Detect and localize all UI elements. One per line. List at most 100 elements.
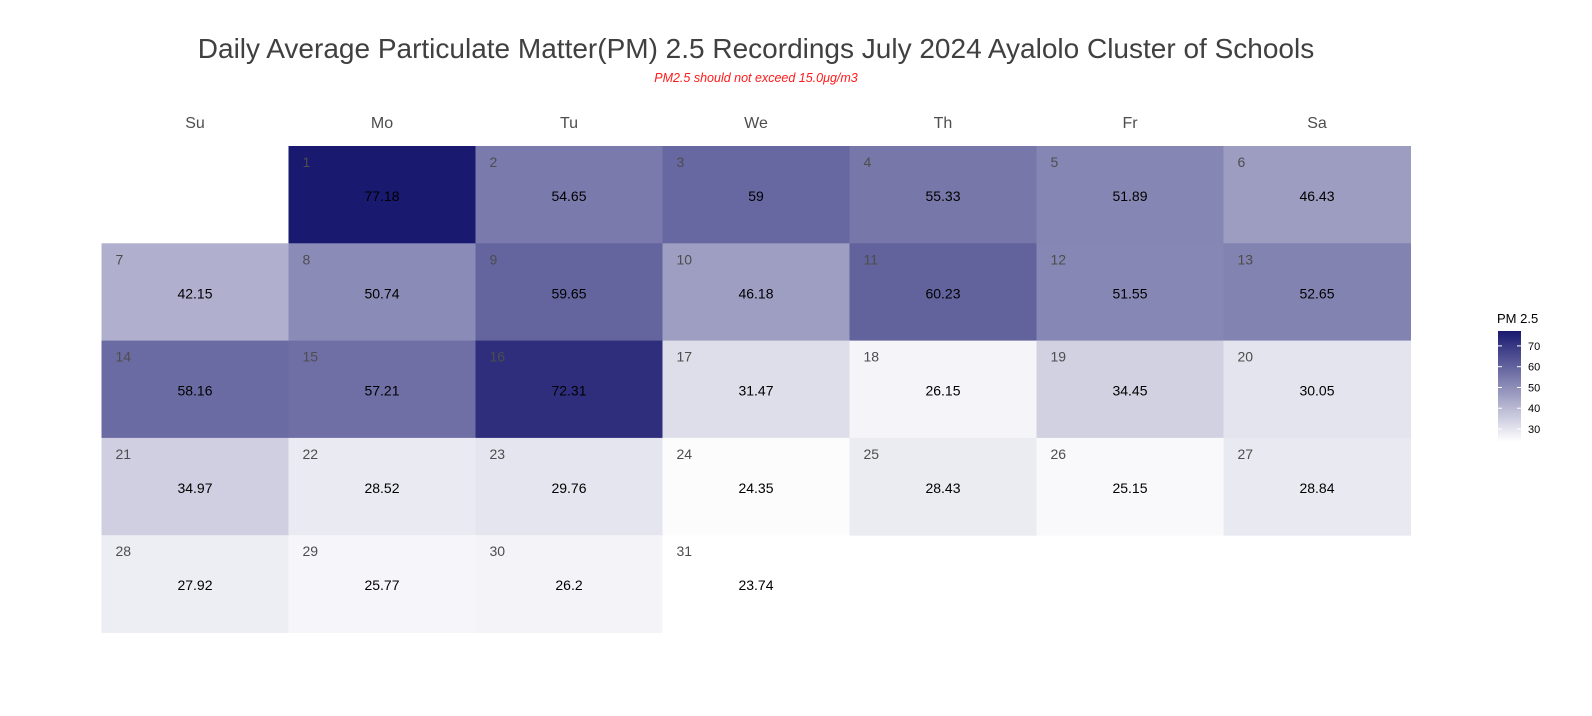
day-cell: 17 31.47 (662, 340, 850, 439)
day-cell-fill (849, 243, 1037, 342)
day-cell-fill (288, 146, 476, 244)
day-cell-fill (1036, 243, 1224, 342)
day-number: 23 (490, 446, 506, 462)
day-value-label: 77.18 (364, 188, 399, 204)
legend-tick-label: 40 (1528, 403, 1540, 415)
day-value-label: 51.89 (1112, 188, 1147, 204)
day-number: 13 (1238, 251, 1254, 267)
day-number: 12 (1051, 251, 1067, 267)
day-cell-fill (101, 437, 289, 536)
day-cell-fill (475, 243, 663, 342)
day-cell-fill (288, 437, 476, 536)
day-value-label: 46.43 (1299, 188, 1334, 204)
day-cell-fill (849, 437, 1037, 536)
day-cell: 23 29.76 (475, 437, 663, 536)
day-cell-fill (475, 437, 663, 536)
legend-title: PM 2.5 (1497, 311, 1538, 326)
day-cell-fill (288, 243, 476, 342)
day-cell-fill (101, 243, 289, 342)
legend-tick-label: 70 (1528, 341, 1540, 353)
weekday-header: Mo (371, 115, 393, 132)
day-number: 14 (116, 349, 132, 365)
day-value-label: 51.55 (1112, 285, 1147, 301)
day-cell-fill (849, 146, 1037, 244)
day-cell: 19 34.45 (1036, 340, 1224, 439)
day-number: 10 (677, 251, 693, 267)
day-number: 29 (303, 543, 319, 559)
day-value-label: 25.77 (364, 577, 399, 593)
day-cell-fill (475, 340, 663, 439)
day-value-label: 23.74 (738, 577, 773, 593)
day-value-label: 30.05 (1299, 383, 1334, 399)
day-cell: 177.18 (288, 146, 476, 244)
day-cell: 551.89 (1036, 146, 1224, 244)
day-cell: 30 26.2 (475, 535, 663, 633)
day-cell-fill (475, 535, 663, 633)
day-cell: 3 59 (662, 146, 850, 244)
day-cell: 21 34.97 (101, 437, 289, 536)
day-number: 22 (303, 446, 319, 462)
day-cell: 28 27.92 (101, 535, 289, 633)
legend-tick-label: 60 (1528, 362, 1540, 374)
day-cell: 10 46.18 (662, 243, 850, 342)
day-number: 7 (116, 251, 124, 267)
day-cell-fill (1036, 146, 1224, 244)
day-value-label: 42.15 (177, 285, 212, 301)
day-number: 24 (677, 446, 693, 462)
legend-tick-label: 50 (1528, 382, 1540, 394)
day-value-label: 46.18 (738, 285, 773, 301)
day-cell-fill (849, 340, 1037, 439)
day-cell: 850.74 (288, 243, 476, 342)
day-number: 5 (1051, 154, 1059, 170)
day-value-label: 28.43 (925, 480, 960, 496)
day-value-label: 24.35 (738, 480, 773, 496)
day-value-label: 27.92 (177, 577, 212, 593)
color-legend: PM 2.5 30 40 50 60 70 (1497, 311, 1540, 442)
legend-tick-label: 30 (1528, 424, 1540, 436)
weekday-header: Fr (1122, 115, 1138, 132)
day-number: 28 (116, 543, 132, 559)
legend-ticks: 30 40 50 60 70 (1498, 341, 1540, 436)
day-number: 4 (864, 154, 872, 170)
day-value-label: 59 (748, 188, 764, 204)
day-cell: 12 51.55 (1036, 243, 1224, 342)
day-value-label: 28.84 (1299, 480, 1334, 496)
day-number: 16 (490, 349, 506, 365)
day-value-label: 31.47 (738, 383, 773, 399)
day-cell-fill (1036, 340, 1224, 439)
chart-subtitle: PM2.5 should not exceed 15.0μg/m3 (654, 71, 858, 85)
day-number: 1 (303, 154, 311, 170)
day-cell-fill (662, 340, 850, 439)
weekday-headers: Su Mo Tu We Th Fr Sa (185, 115, 1327, 132)
day-cell: 18 26.15 (849, 340, 1037, 439)
day-value-label: 60.23 (925, 285, 960, 301)
chart-title: Daily Average Particulate Matter(PM) 2.5… (198, 33, 1314, 64)
day-number: 30 (490, 543, 506, 559)
day-number: 21 (116, 446, 132, 462)
day-cell-fill (475, 146, 663, 244)
weekday-header: Sa (1307, 115, 1327, 132)
day-number: 17 (677, 349, 693, 365)
day-cell-fill (101, 535, 289, 633)
weekday-header: Su (185, 115, 205, 132)
day-cell: 27 28.84 (1223, 437, 1411, 536)
day-number: 2 (490, 154, 498, 170)
day-cell-fill (1223, 340, 1411, 439)
day-cell: 20 30.05 (1223, 340, 1411, 439)
day-value-label: 28.52 (364, 480, 399, 496)
day-cell: 26 25.15 (1036, 437, 1224, 536)
day-number: 26 (1051, 446, 1067, 462)
day-cell: 25 28.43 (849, 437, 1037, 536)
day-number: 3 (677, 154, 685, 170)
day-cell: 29 25.77 (288, 535, 476, 633)
day-value-label: 55.33 (925, 188, 960, 204)
day-number: 15 (303, 349, 319, 365)
day-number: 18 (864, 349, 880, 365)
day-cell-fill (1223, 146, 1411, 244)
day-number: 31 (677, 543, 693, 559)
day-cell: 15 57.21 (288, 340, 476, 439)
weekday-header: Th (934, 115, 953, 132)
day-value-label: 26.2 (555, 577, 582, 593)
day-value-label: 72.31 (551, 383, 586, 399)
